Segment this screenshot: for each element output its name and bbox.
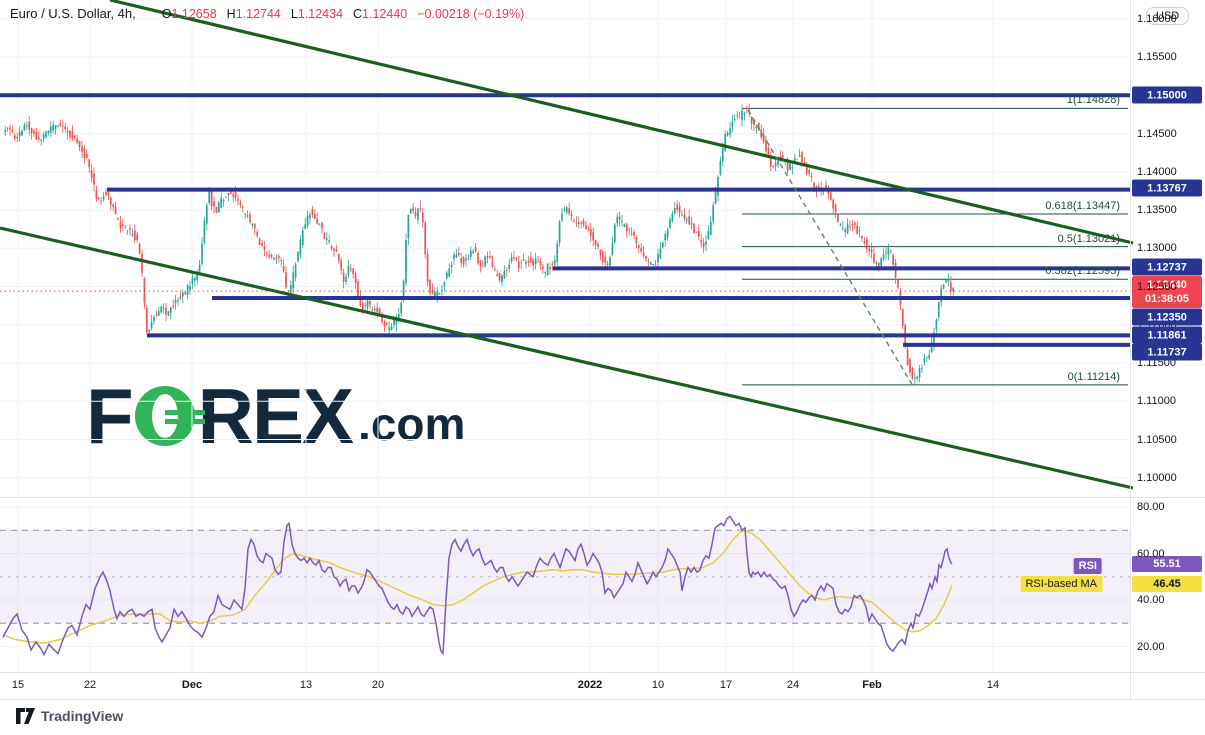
rsi-ma-indicator-label[interactable]: RSI-based MA <box>1020 576 1102 592</box>
watermark-o-icon <box>134 386 205 446</box>
tradingview-logo[interactable]: TradingView <box>16 708 123 724</box>
watermark-com: .com <box>358 398 466 450</box>
rsi-ma-line <box>2 529 953 644</box>
support-resistance-lines[interactable] <box>0 93 1130 347</box>
tradingview-name: TradingView <box>41 708 124 724</box>
time-axis[interactable] <box>0 672 1130 700</box>
currency-selector-button[interactable]: USD <box>1146 7 1190 25</box>
candlesticks <box>4 103 955 385</box>
rsi-indicator-label[interactable]: RSI <box>1073 558 1102 574</box>
trendlines[interactable] <box>0 0 1134 490</box>
watermark-rex: REX <box>197 372 354 460</box>
tradingview-mark-icon <box>16 708 35 724</box>
fib-retracement[interactable] <box>742 107 1128 386</box>
watermark-f: F <box>86 372 134 460</box>
rsi-line <box>2 515 953 657</box>
forex-watermark: F REX .com <box>86 372 466 460</box>
price-axis[interactable] <box>1130 0 1205 700</box>
